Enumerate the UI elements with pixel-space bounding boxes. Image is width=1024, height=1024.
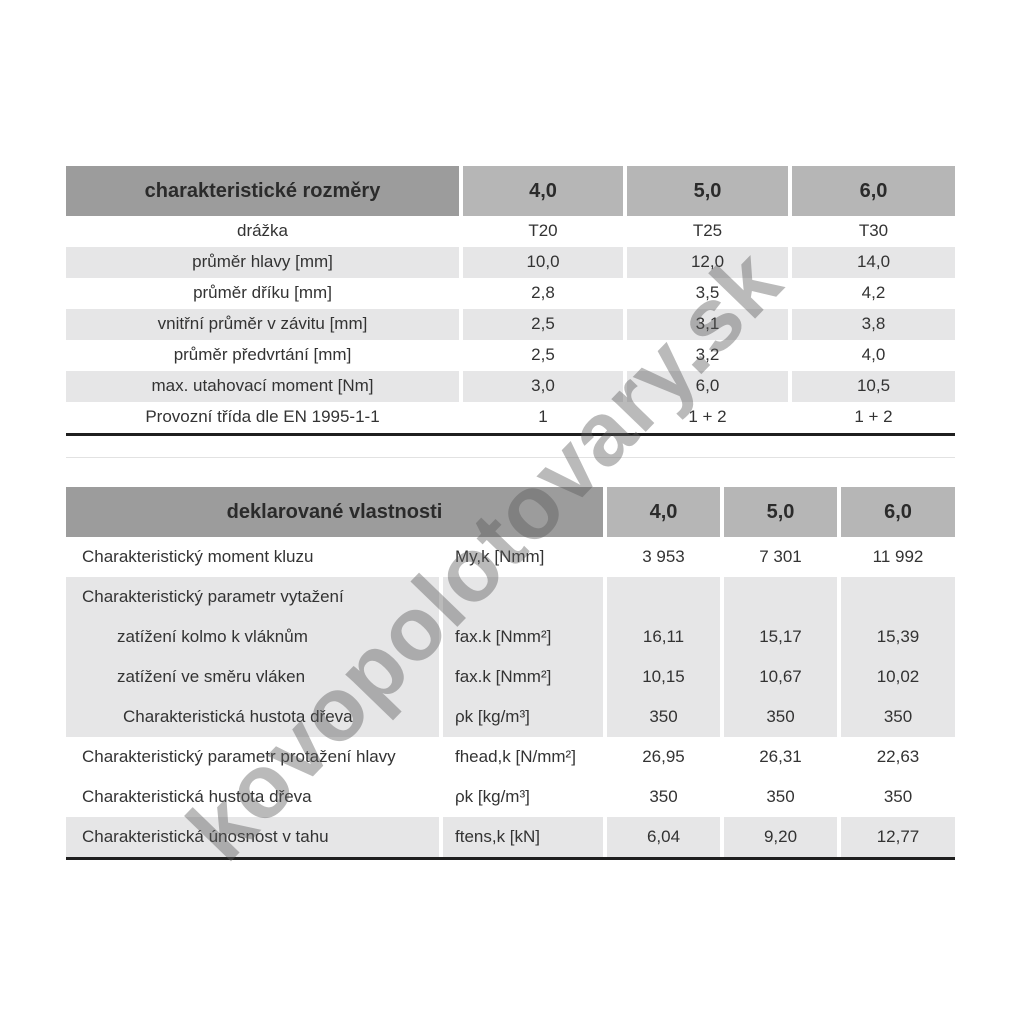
cell-value: 350	[766, 786, 795, 806]
properties-table-title: deklarované vlastnosti	[66, 487, 603, 537]
cell-value: 3,1	[627, 309, 788, 340]
row-label: max. utahovací moment [Nm]	[66, 371, 459, 402]
cell-value: 3,8	[792, 309, 955, 340]
row-label: průměr hlavy [mm]	[66, 247, 459, 278]
cell-value: 2,5	[531, 345, 555, 365]
cell-value: 350	[607, 697, 720, 737]
cell-value: 4,0	[861, 345, 886, 365]
properties-table: deklarované vlastnosti 4,0 5,0 6,0 Chara…	[66, 487, 955, 860]
cell-value: 1 + 2	[854, 407, 893, 427]
symbol-cell	[443, 577, 603, 617]
row-label: zatížení ve směru vláken	[66, 657, 439, 697]
cell-value: 2,5	[463, 309, 623, 340]
row-label: průměr dříku [mm]	[193, 283, 332, 303]
cell-value: T30	[858, 221, 889, 241]
cell-value: 7 301	[759, 546, 802, 566]
dimensions-table-title: charakteristické rozměry	[66, 166, 459, 216]
row-label: drážka	[236, 221, 289, 241]
row-label: vnitřní průměr v závitu [mm]	[66, 309, 459, 340]
size-column-header: 6,0	[792, 166, 955, 216]
row-label: Charakteristický moment kluzu	[82, 546, 314, 566]
cell-value: 350	[883, 786, 913, 806]
cell-value: 4,2	[861, 283, 886, 303]
cell-value: 26,95	[642, 746, 685, 766]
size-column-header: 5,0	[724, 487, 837, 537]
cell-value	[607, 577, 720, 617]
cell-value: 10,0	[463, 247, 623, 278]
row-label: Charakteristická hustota dřeva	[66, 697, 439, 737]
cell-value: 2,8	[531, 283, 555, 303]
cell-value: 10,67	[724, 657, 837, 697]
row-label: průměr předvrtání [mm]	[173, 345, 352, 365]
cell-value: 26,31	[759, 746, 802, 766]
cell-value	[841, 577, 955, 617]
cell-value: 350	[841, 697, 955, 737]
cell-value: 10,02	[841, 657, 955, 697]
symbol-cell: My,k [Nmm]	[455, 546, 545, 566]
cell-value: 16,11	[607, 617, 720, 657]
cell-value: 12,77	[841, 817, 955, 857]
cell-value: 9,20	[724, 817, 837, 857]
row-label: Charakteristický parametr protažení hlav…	[82, 746, 396, 766]
cell-value: T25	[692, 221, 723, 241]
symbol-cell: fax.k [Nmm²]	[443, 617, 603, 657]
cell-value: T20	[528, 221, 558, 241]
cell-value: 11 992	[872, 546, 924, 566]
cell-value: 350	[649, 786, 678, 806]
row-label: Provozní třída dle EN 1995-1-1	[145, 407, 380, 427]
symbol-cell: fhead,k [N/mm²]	[455, 746, 576, 766]
cell-value: 22,63	[876, 746, 920, 766]
dimensions-table: charakteristické rozměry 4,0 5,0 6,0 drá…	[66, 166, 955, 436]
symbol-cell: ρk [kg/m³]	[443, 697, 603, 737]
cell-value: 15,17	[724, 617, 837, 657]
cell-value: 3 953	[642, 546, 685, 566]
cell-value: 10,5	[792, 371, 955, 402]
symbol-cell: ftens,k [kN]	[443, 817, 603, 857]
cell-value: 15,39	[841, 617, 955, 657]
size-column-header: 4,0	[607, 487, 720, 537]
symbol-cell: ρk [kg/m³]	[455, 786, 530, 806]
row-label: zatížení kolmo k vláknům	[66, 617, 439, 657]
cell-value: 6,0	[627, 371, 788, 402]
row-label: Charakteristická únosnost v tahu	[66, 817, 439, 857]
scan-divider-line	[66, 457, 955, 458]
cell-value: 1 + 2	[688, 407, 727, 427]
cell-value: 10,15	[607, 657, 720, 697]
symbol-cell: fax.k [Nmm²]	[443, 657, 603, 697]
cell-value: 12,0	[627, 247, 788, 278]
size-column-header: 5,0	[627, 166, 788, 216]
cell-value	[724, 577, 837, 617]
cell-value: 3,0	[463, 371, 623, 402]
cell-value: 14,0	[792, 247, 955, 278]
row-label: Charakteristická hustota dřeva	[82, 786, 312, 806]
cell-value: 1	[538, 407, 548, 427]
cell-value: 3,2	[695, 345, 720, 365]
group-row-label: Charakteristický parametr vytažení	[66, 577, 439, 617]
size-column-header: 6,0	[841, 487, 955, 537]
cell-value: 350	[724, 697, 837, 737]
cell-value: 6,04	[607, 817, 720, 857]
size-column-header: 4,0	[463, 166, 623, 216]
cell-value: 3,5	[695, 283, 720, 303]
